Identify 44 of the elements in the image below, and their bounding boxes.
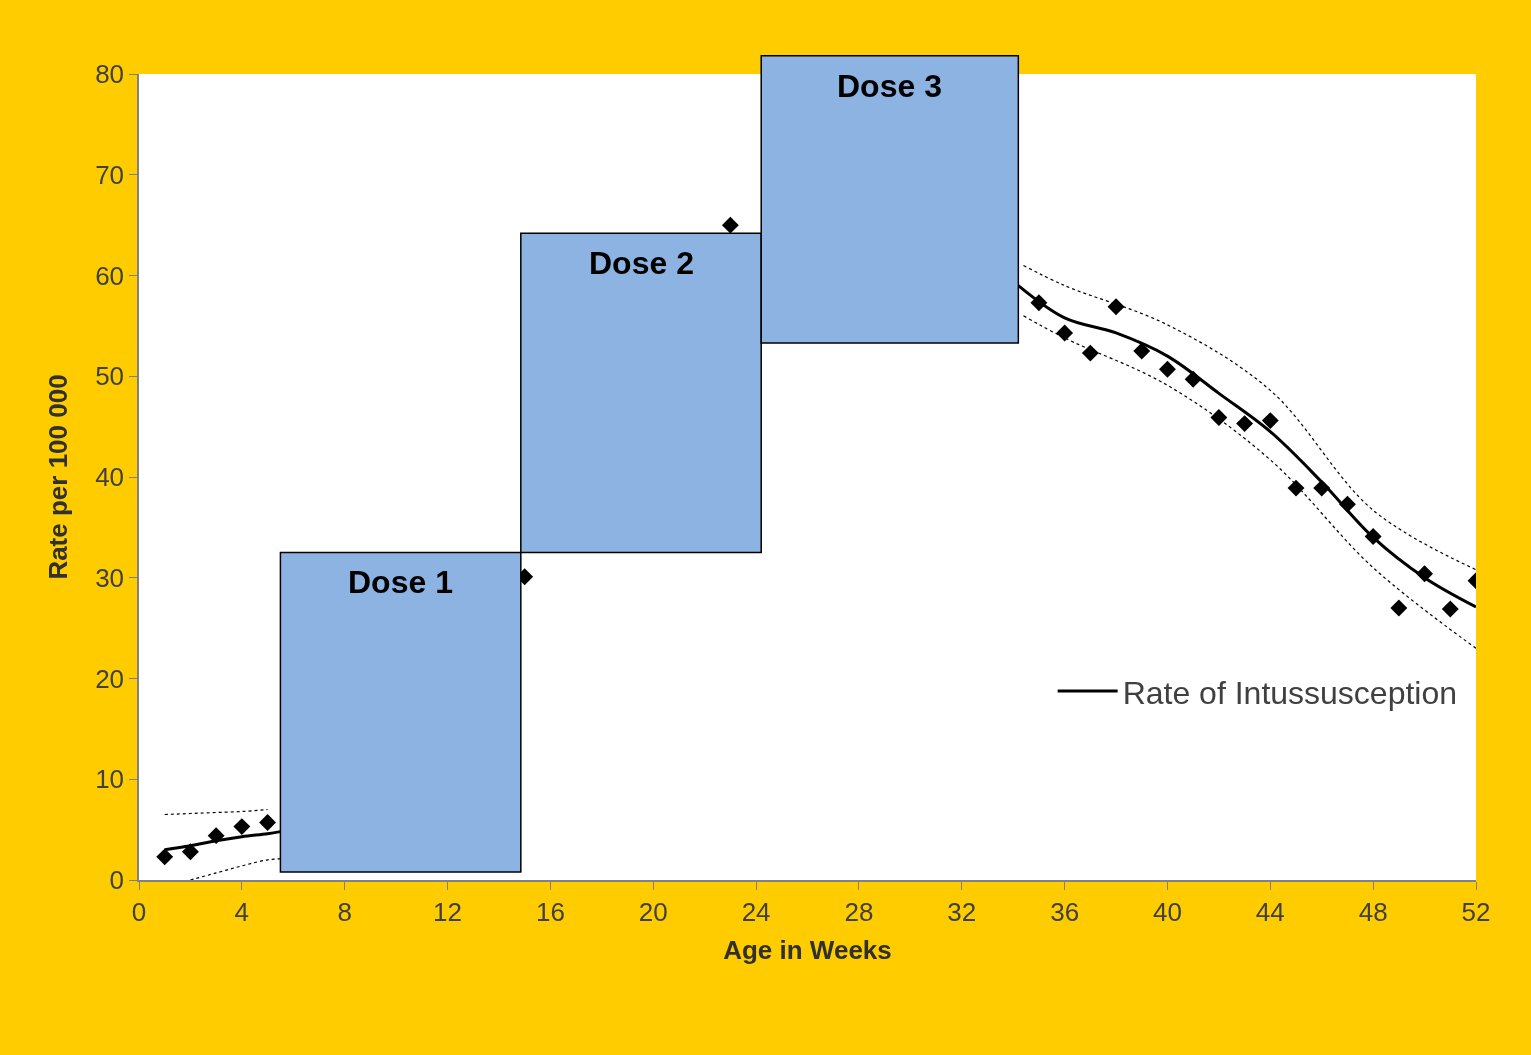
y-tick-label: 30 <box>95 562 125 593</box>
x-tick-label: 16 <box>535 896 565 927</box>
point <box>1210 409 1228 427</box>
x-tick-label: 24 <box>741 896 771 927</box>
x-tick-label: 44 <box>1255 896 1285 927</box>
y-tick-label: 40 <box>95 462 125 493</box>
x-tick-label: 4 <box>234 896 250 927</box>
x-tick-label: 20 <box>638 896 668 927</box>
y-tick-label: 50 <box>95 361 125 392</box>
x-tick-label: 12 <box>433 896 462 927</box>
point <box>1107 298 1125 316</box>
y-tick-label: 80 <box>95 59 125 90</box>
point <box>1133 342 1151 360</box>
x-tick-label: 36 <box>1050 896 1080 927</box>
point <box>1287 479 1305 497</box>
y-tick-label: 70 <box>95 159 125 190</box>
x-tick-label: 40 <box>1153 896 1182 927</box>
y-tick-label: 20 <box>95 663 125 694</box>
x-axis-title: Age in Weeks <box>723 935 892 966</box>
y-tick-label: 10 <box>95 764 125 795</box>
x-tick-label: 8 <box>337 896 352 927</box>
point <box>233 818 251 836</box>
point <box>721 216 739 234</box>
y-tick-label: 0 <box>109 865 125 896</box>
annotation: Dose 3 <box>837 68 942 104</box>
x-tick-label: 28 <box>844 896 874 927</box>
x-tick-label: 32 <box>947 896 977 927</box>
point <box>1261 412 1279 430</box>
point <box>1056 324 1074 342</box>
point <box>1390 599 1408 617</box>
annotation: Dose 1 <box>348 564 453 600</box>
point <box>1159 360 1176 378</box>
point <box>1081 344 1099 362</box>
legend-label: Rate of Intussusception <box>1122 674 1458 711</box>
x-tick-label: 52 <box>1461 896 1491 927</box>
x-tick-label: 0 <box>131 896 147 927</box>
x-tick-label: 48 <box>1358 896 1388 927</box>
point <box>1236 415 1254 433</box>
y-tick-label: 60 <box>95 260 125 291</box>
y-axis-title: Rate per 100 000 <box>43 374 74 580</box>
point <box>156 848 174 866</box>
point <box>259 814 277 832</box>
point <box>1441 600 1459 618</box>
annotation: Dose 2 <box>589 245 694 281</box>
